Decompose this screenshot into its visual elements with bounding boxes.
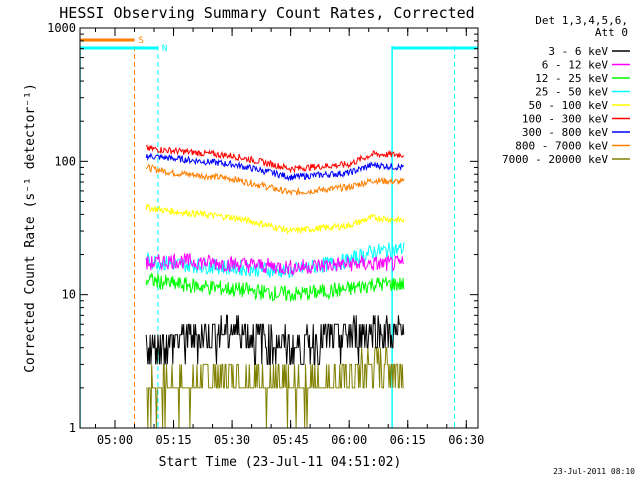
legend-label: 12 - 25 keV [535,72,608,85]
x-tick-label: 05:45 [273,433,309,447]
series-line [145,272,405,302]
legend-header: Att 0 [595,26,628,39]
legend-label: 50 - 100 keV [529,99,609,112]
x-tick-label: 06:15 [390,433,426,447]
legend-header: Det 1,3,4,5,6, [535,14,628,27]
legend-label: 100 - 300 keV [522,113,608,126]
legend-label: 6 - 12 keV [542,59,609,72]
x-tick-label: 05:15 [155,433,191,447]
y-tick-label: 1000 [47,21,76,35]
flag-label: S [139,36,144,46]
x-tick-label: 06:30 [448,433,484,447]
y-tick-label: 10 [62,288,76,302]
flag-label: N [162,44,167,54]
series-line [145,163,405,196]
series-line [145,144,405,174]
x-tick-label: 06:00 [331,433,367,447]
series-line [145,242,405,279]
series-line [145,252,405,276]
plot-frame [79,27,479,429]
y-tick-label: 100 [54,154,76,168]
x-tick-label: 05:30 [214,433,250,447]
series-line [146,347,404,428]
legend-label: 25 - 50 keV [535,86,608,99]
legend-label: 3 - 6 keV [548,45,608,58]
y-axis: 1 10 100 1000 [47,21,478,435]
y-axis-label: Corrected Count Rate (s⁻¹ detector⁻¹) [23,83,38,373]
x-axis-label: Start Time (23-Jul-11 04:51:02) [159,455,402,470]
x-axis: 05:00 05:15 05:30 05:45 06:00 06:15 06:30 [94,28,484,447]
series-line [145,152,405,182]
legend-label: 300 - 800 keV [522,126,608,139]
x-tick-label: 05:00 [97,433,133,447]
series-line [145,203,405,235]
legend-label: 7000 - 20000 keV [502,153,608,166]
footer-timestamp: 23-Jul-2011 08:10 [553,467,635,476]
chart-title: HESSI Observing Summary Count Rates, Cor… [59,4,474,22]
legend-label: 800 - 7000 keV [515,140,608,153]
plot-area: SN [80,36,478,428]
series-line [145,314,405,365]
y-tick-label: 1 [69,421,76,435]
